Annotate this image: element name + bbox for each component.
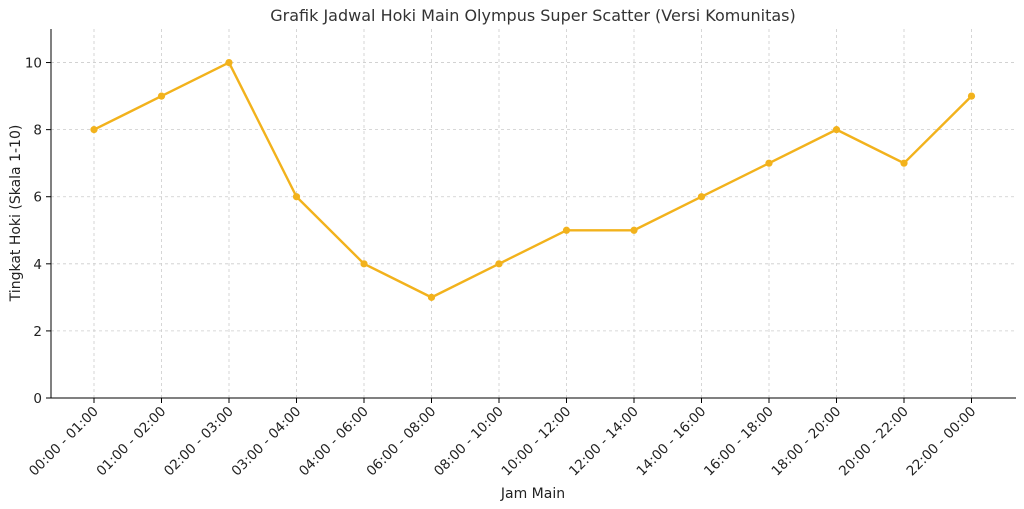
x-tick-label: 20:00 - 22:00	[836, 404, 912, 480]
data-point	[697, 193, 706, 201]
x-tick-label: 01:00 - 02:00	[93, 404, 169, 480]
y-tick-label: 4	[33, 257, 42, 273]
y-tick-label: 10	[25, 56, 42, 72]
y-tick-label: 8	[33, 123, 42, 139]
data-point	[900, 159, 908, 167]
x-tick-label: 00:00 - 01:00	[26, 404, 102, 480]
data-point	[495, 260, 503, 268]
x-tick-label: 16:00 - 18:00	[701, 404, 777, 480]
data-point	[630, 226, 638, 234]
data-point	[292, 193, 301, 201]
x-tick-label: 10:00 - 12:00	[498, 404, 574, 480]
data-point	[832, 126, 841, 134]
data-point	[562, 226, 571, 234]
x-tick-label: 06:00 - 08:00	[363, 404, 439, 480]
x-tick-label: 12:00 - 14:00	[566, 404, 642, 480]
series-line	[93, 61, 973, 299]
x-axis-label: Jam Main	[500, 486, 565, 502]
y-axis-label: Tingkat Hoki (Skala 1-10)	[8, 125, 24, 303]
chart-title: Grafik Jadwal Hoki Main Olympus Super Sc…	[270, 6, 795, 25]
y-tick-label: 0	[33, 391, 42, 407]
x-tick-label: 02:00 - 03:00	[161, 404, 237, 480]
axes	[46, 29, 1016, 403]
data-point	[765, 159, 773, 167]
y-tick-label: 2	[33, 324, 42, 340]
x-tick-label: 04:00 - 06:00	[296, 404, 372, 480]
data-point	[967, 92, 976, 100]
x-tick-label: 08:00 - 10:00	[431, 404, 507, 480]
data-point	[157, 92, 166, 100]
data-point	[225, 58, 233, 67]
x-tick-label: 03:00 - 04:00	[228, 404, 304, 480]
y-tick-labels: 0 2 4 6 8 10	[25, 56, 42, 407]
x-tick-label: 14:00 - 16:00	[633, 404, 709, 480]
data-point	[360, 260, 368, 268]
data-point	[427, 293, 436, 301]
data-point	[90, 126, 98, 134]
grid	[51, 29, 1016, 399]
y-tick-label: 6	[33, 190, 42, 206]
x-tick-label: 22:00 - 00:00	[903, 404, 979, 480]
series	[90, 58, 976, 301]
x-tick-label: 18:00 - 20:00	[768, 404, 844, 480]
